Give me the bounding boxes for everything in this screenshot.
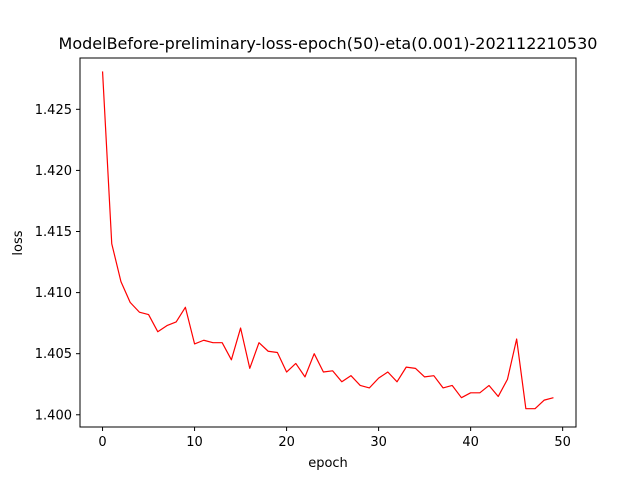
y-tick-label: 1.400 [35, 408, 72, 423]
y-tick-label: 1.420 [35, 164, 72, 179]
y-axis-label: loss [11, 230, 26, 255]
y-tick-label: 1.425 [35, 103, 72, 118]
x-axis-ticks: 0 10 20 30 40 50 [98, 427, 571, 450]
y-axis-ticks: 1.400 1.405 1.410 1.415 1.420 1.425 [35, 103, 80, 423]
x-tick-label: 0 [98, 435, 106, 450]
x-tick-label: 50 [554, 435, 571, 450]
x-tick-label: 30 [370, 435, 387, 450]
x-tick-label: 20 [278, 435, 295, 450]
plot-area-frame [79, 57, 577, 428]
x-axis-label: epoch [308, 456, 348, 471]
y-tick-label: 1.410 [35, 286, 72, 301]
y-tick-label: 1.405 [35, 347, 72, 362]
x-tick-label: 10 [186, 435, 203, 450]
y-tick-label: 1.415 [35, 225, 72, 240]
x-tick-label: 40 [462, 435, 479, 450]
chart-title: ModelBefore-preliminary-loss-epoch(50)-e… [59, 34, 598, 53]
loss-series-line [101, 71, 554, 410]
